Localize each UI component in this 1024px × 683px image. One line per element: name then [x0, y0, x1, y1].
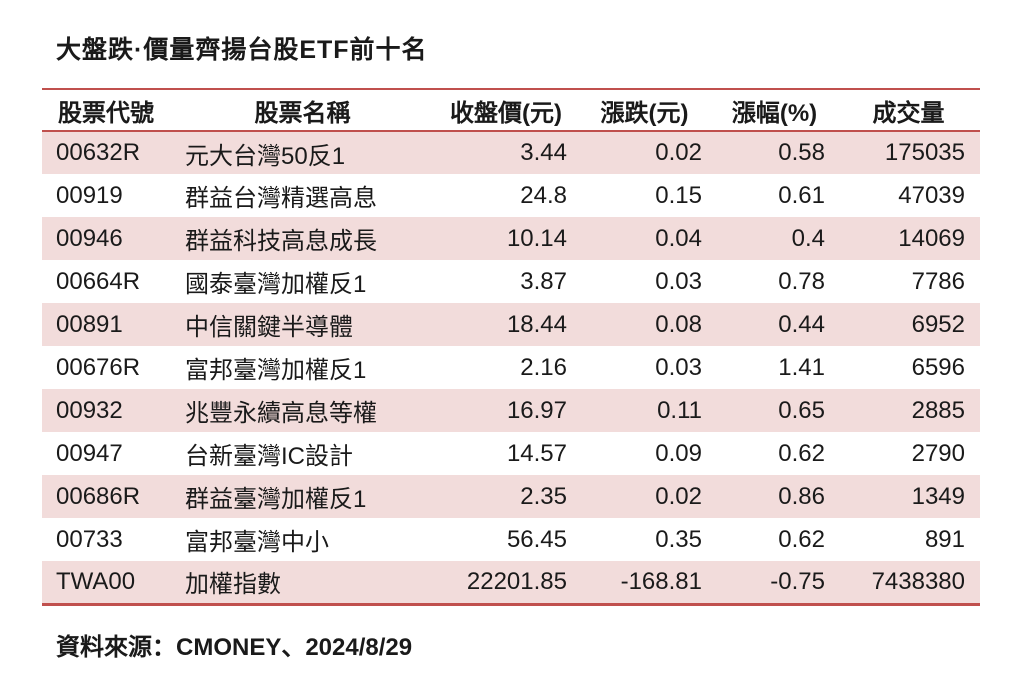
column-header-stock-code: 股票代號 [42, 89, 170, 132]
change-cell: 0.04 [655, 224, 702, 252]
volume-cell: 47039 [898, 181, 965, 209]
change-cell: 0.02 [655, 482, 702, 510]
change-pct-cell: 0.44 [778, 310, 825, 338]
volume-cell: 2790 [911, 439, 965, 467]
stock-code-cell: 00664R [56, 267, 141, 295]
volume-cell: 6596 [911, 353, 965, 381]
column-header-volume: 成交量 [837, 89, 980, 132]
table-header-row: 股票代號 股票名稱 收盤價(元) 漲跌(元) 漲幅(%) 成交量 [42, 89, 980, 132]
close-price-cell: 24.8 [520, 181, 567, 209]
change-pct-cell: 0.58 [778, 139, 825, 166]
stock-name-cell: 中信關鍵半導體 [185, 314, 353, 341]
stock-name-cell: 元大台灣50反1 [185, 142, 346, 170]
table-header: 股票代號 股票名稱 收盤價(元) 漲跌(元) 漲幅(%) 成交量 [42, 89, 980, 132]
change-pct-cell: 0.62 [778, 439, 825, 467]
change-pct-cell: 0.4 [791, 224, 825, 252]
column-header-change-pct: 漲幅(%) [712, 89, 837, 132]
change-cell: 0.03 [655, 267, 702, 295]
column-header-stock-name: 股票名稱 [170, 89, 435, 132]
stock-code-cell: 00946 [56, 224, 123, 252]
change-pct-cell: 0.61 [778, 181, 825, 209]
volume-cell: 7786 [911, 267, 965, 295]
table-row: 00733 富邦臺灣中小 56.45 0.35 0.62 891 [42, 518, 980, 561]
stock-code-cell: 00932 [56, 396, 123, 424]
volume-cell: 6952 [911, 310, 965, 338]
close-price-cell: 56.45 [506, 525, 567, 553]
table-row: 00891 中信關鍵半導體 18.44 0.08 0.44 6952 [42, 303, 980, 346]
stock-name-cell: 群益臺灣加權反1 [185, 486, 367, 513]
stock-name-cell: 兆豐永續高息等權 [185, 400, 377, 427]
column-header-close-price: 收盤價(元) [435, 89, 577, 132]
volume-cell: 2885 [911, 396, 965, 424]
stock-name-cell: 富邦臺灣加權反1 [185, 357, 367, 384]
stock-code-cell: 00947 [56, 439, 123, 467]
change-pct-cell: 0.86 [778, 482, 825, 510]
stock-code-cell: 00632R [56, 139, 141, 166]
change-cell: -168.81 [620, 567, 702, 595]
change-cell: 0.03 [655, 353, 702, 381]
data-source-note: 資料來源：CMONEY、2024/8/29 [56, 634, 413, 661]
volume-cell: 1349 [911, 482, 965, 510]
stock-name-cell: 富邦臺灣中小 [185, 529, 329, 556]
stock-code-cell: 00891 [56, 310, 123, 338]
table-row: 00686R 群益臺灣加權反1 2.35 0.02 0.86 1349 [42, 475, 980, 518]
close-price-cell: 18.44 [506, 310, 567, 338]
stock-code-cell: TWA00 [56, 567, 136, 595]
stock-code-cell: 00676R [56, 353, 141, 381]
table-row: TWA00 加權指數 22201.85 -168.81 -0.75 7438380 [42, 561, 980, 604]
close-price-cell: 10.14 [506, 224, 567, 252]
close-price-cell: 14.57 [506, 439, 567, 467]
stock-name-cell: 群益科技高息成長 [185, 228, 377, 255]
table-row: 00919 群益台灣精選高息 24.8 0.15 0.61 47039 [42, 174, 980, 217]
volume-cell: 175035 [884, 139, 965, 166]
stock-name-cell: 加權指數 [185, 571, 281, 599]
table-row: 00676R 富邦臺灣加權反1 2.16 0.03 1.41 6596 [42, 346, 980, 389]
stock-code-cell: 00733 [56, 525, 123, 553]
close-price-cell: 2.16 [520, 353, 567, 381]
table-row: 00932 兆豐永續高息等權 16.97 0.11 0.65 2885 [42, 389, 980, 432]
stock-name-cell: 台新臺灣IC設計 [185, 443, 353, 470]
column-header-change: 漲跌(元) [577, 89, 712, 132]
volume-cell: 14069 [898, 224, 965, 252]
etf-ranking-table: 股票代號 股票名稱 收盤價(元) 漲跌(元) 漲幅(%) 成交量 00632R 元… [42, 88, 980, 606]
change-cell: 0.15 [655, 181, 702, 209]
close-price-cell: 3.87 [520, 267, 567, 295]
change-cell: 0.35 [655, 525, 702, 553]
change-cell: 0.02 [655, 139, 702, 166]
volume-cell: 891 [924, 525, 965, 553]
change-pct-cell: -0.75 [770, 567, 825, 595]
table-row: 00632R 元大台灣50反1 3.44 0.02 0.58 175035 [42, 131, 980, 174]
change-pct-cell: 0.78 [778, 267, 825, 295]
change-pct-cell: 1.41 [778, 353, 825, 381]
stock-name-cell: 群益台灣精選高息 [185, 185, 377, 212]
close-price-cell: 2.35 [520, 482, 567, 510]
stock-name-cell: 國泰臺灣加權反1 [185, 271, 367, 298]
change-cell: 0.09 [655, 439, 702, 467]
change-cell: 0.08 [655, 310, 702, 338]
stock-code-cell: 00919 [56, 181, 123, 209]
volume-cell: 7438380 [871, 567, 965, 595]
change-pct-cell: 0.62 [778, 525, 825, 553]
stock-code-cell: 00686R [56, 482, 141, 510]
table-row: 00947 台新臺灣IC設計 14.57 0.09 0.62 2790 [42, 432, 980, 475]
change-cell: 0.11 [657, 396, 702, 424]
table-row: 00946 群益科技高息成長 10.14 0.04 0.4 14069 [42, 217, 980, 260]
change-pct-cell: 0.65 [778, 396, 825, 424]
close-price-cell: 3.44 [520, 139, 567, 166]
close-price-cell: 16.97 [506, 396, 567, 424]
close-price-cell: 22201.85 [466, 567, 567, 595]
page-title: 大盤跌·價量齊揚台股ETF前十名 [56, 36, 428, 64]
table-body: 00632R 元大台灣50反1 3.44 0.02 0.58 175035 00919 群益台… [42, 131, 980, 604]
table-row: 00664R 國泰臺灣加權反1 3.87 0.03 0.78 7786 [42, 260, 980, 303]
